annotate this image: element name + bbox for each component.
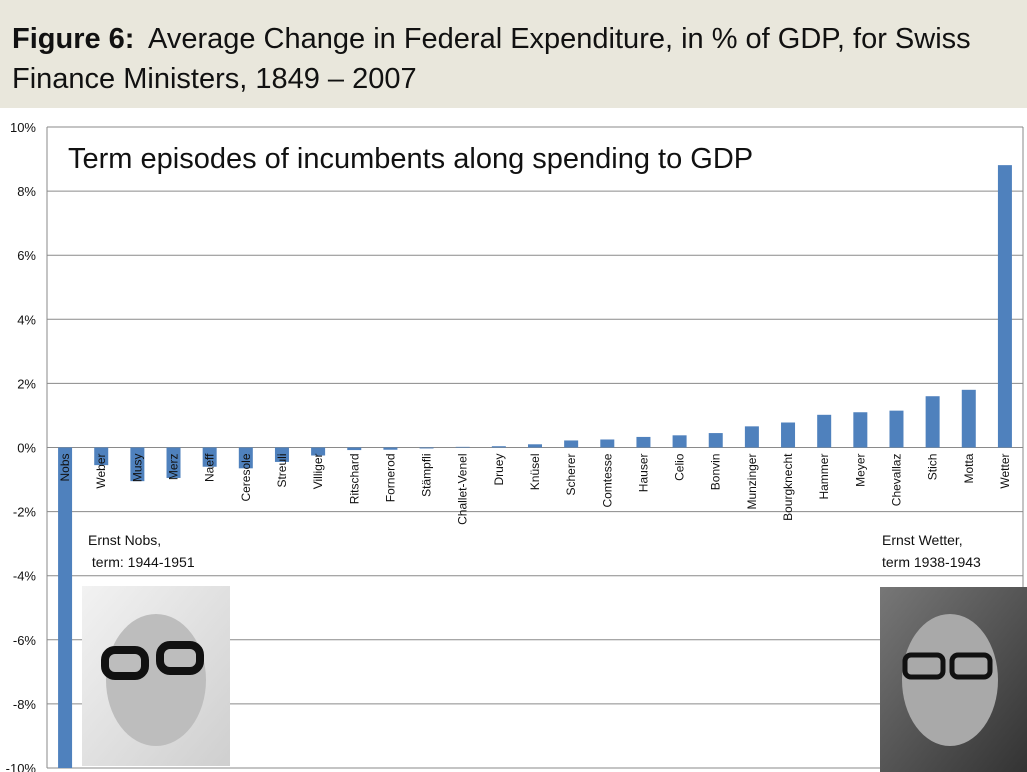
- bar: [889, 410, 904, 448]
- bar: [528, 444, 542, 448]
- x-tick-label: Streuli: [275, 454, 289, 488]
- bar: [491, 446, 506, 448]
- y-tick-label: -6%: [13, 633, 37, 648]
- x-tick-label: Fornerod: [383, 454, 397, 503]
- figure-label: Figure 6:: [12, 23, 134, 55]
- portrait-glasses: [156, 641, 204, 675]
- x-tick-label: Celio: [673, 453, 687, 481]
- annotation: Ernst Wetter,: [882, 532, 963, 548]
- bar: [636, 436, 651, 448]
- x-tick-label: Hauser: [636, 454, 650, 493]
- bar: [58, 447, 73, 768]
- annotation: term 1938-1943: [882, 554, 981, 570]
- x-tick-label: Meyer: [853, 454, 867, 487]
- bar: [925, 396, 940, 448]
- bar: [564, 440, 579, 448]
- y-tick-label: 6%: [17, 248, 36, 263]
- x-tick-label: Stämpfli: [420, 454, 434, 497]
- y-tick-label: -4%: [13, 569, 37, 584]
- bar: [383, 447, 398, 450]
- x-tick-label: Hammer: [817, 454, 831, 500]
- x-tick-label: Merz: [167, 454, 181, 481]
- y-tick-label: -2%: [13, 505, 37, 520]
- bar: [347, 447, 362, 451]
- bar: [94, 447, 109, 466]
- x-tick-label: Musy: [130, 454, 144, 483]
- x-tick-label: Druey: [492, 453, 506, 485]
- portrait-face: [902, 614, 998, 746]
- x-tick-label: Bonvin: [709, 454, 723, 491]
- bar: [166, 447, 181, 478]
- chart-subtitle: Term episodes of incumbents along spendi…: [68, 143, 753, 175]
- x-tick-label: Motta: [962, 453, 976, 483]
- y-tick-label: 10%: [10, 120, 36, 135]
- figure-title: Average Change in Federal Expenditure, i…: [148, 23, 971, 55]
- x-tick-label: Ritschard: [347, 454, 361, 505]
- y-tick-label: 8%: [17, 184, 36, 199]
- figure-title: Finance Ministers, 1849 – 2007: [12, 63, 417, 95]
- y-tick-label: 4%: [17, 312, 36, 327]
- bar: [781, 422, 796, 448]
- portrait-glasses: [902, 652, 946, 680]
- annotation: Ernst Nobs,: [88, 532, 161, 548]
- x-tick-label: Scherer: [564, 454, 578, 496]
- x-tick-label: Stich: [926, 454, 940, 481]
- bar: [672, 435, 687, 448]
- x-tick-label: Naeff: [203, 453, 217, 482]
- x-tick-label: Bourgknecht: [781, 453, 795, 521]
- x-tick-label: Weber: [94, 454, 108, 489]
- y-tick-label: 0%: [17, 441, 36, 456]
- bar: [997, 165, 1012, 448]
- bar: [600, 439, 615, 448]
- annotation: term: 1944-1951: [88, 554, 195, 570]
- x-tick-label: Wetter: [998, 454, 1012, 489]
- header-band: [0, 0, 1027, 108]
- y-tick-label: -8%: [13, 697, 37, 712]
- x-tick-label: Ceresole: [239, 453, 253, 501]
- portrait-glasses: [949, 652, 993, 680]
- bar: [744, 426, 759, 448]
- x-tick-label: Nobs: [58, 454, 72, 482]
- x-tick-label: Munzinger: [745, 454, 759, 510]
- x-tick-label: Comtesse: [600, 453, 614, 507]
- y-tick-label: -10%: [6, 761, 37, 772]
- y-tick-label: 2%: [17, 376, 36, 391]
- x-tick-label: Villiger: [311, 453, 325, 489]
- bar: [961, 389, 976, 448]
- bar: [853, 412, 868, 448]
- bar: [130, 447, 145, 482]
- x-tick-label: Chevallaz: [889, 454, 903, 507]
- bar: [311, 447, 326, 456]
- bar: [202, 447, 217, 467]
- x-tick-label: Knüsel: [528, 454, 542, 491]
- bar: [817, 414, 832, 448]
- bar: [274, 447, 289, 462]
- bar: [419, 447, 434, 449]
- bar: [455, 446, 470, 448]
- x-tick-label: Challet-Venel: [456, 454, 470, 525]
- figure-title: Figure 6:: [12, 23, 134, 55]
- portrait-glasses: [101, 646, 149, 680]
- bar: [238, 447, 253, 469]
- bar: [708, 433, 723, 448]
